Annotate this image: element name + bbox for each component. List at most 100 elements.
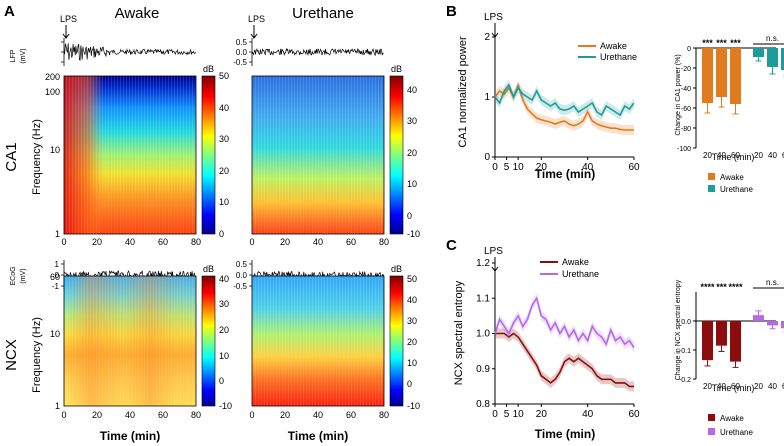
ncx-ureth-frame (251, 275, 385, 407)
significance-star: *** (702, 38, 713, 48)
bar-y-tick-label: -20 (681, 66, 691, 73)
x-tick-label: 10 (513, 162, 525, 173)
cbar-ca1-ureth-ticks: 40 30 20 10 0 -10 (407, 85, 420, 239)
cbar-ncx-awake-t0: 40 (219, 274, 229, 284)
series-line-urethane (494, 83, 635, 117)
ecog-awake-tick-2: -1 (52, 282, 60, 291)
series-line-awake (495, 332, 634, 388)
bar-x-tick-label: 40 (768, 151, 777, 160)
cbar-ncx-ureth-t6: -10 (407, 401, 420, 411)
row-ncx-label: NCX (3, 339, 20, 371)
bar-x-tick-label: 20 (754, 151, 763, 160)
ncx-awake-time-label: Time (min) (100, 429, 160, 443)
ecog-ureth-axis (249, 260, 253, 290)
ecog-ureth-trace (251, 270, 384, 280)
bar-awake-40 (716, 48, 727, 97)
ecog-label: ECoG (10, 266, 17, 285)
bar-urethane-40 (767, 321, 778, 326)
x-tick-label: 10 (513, 409, 525, 420)
cbar-ncx-awake-db: dB (203, 264, 214, 274)
bar-x-tick-label: 40 (717, 382, 726, 391)
cbar-ncx-awake-t3: 10 (219, 351, 229, 361)
bar-y-tick-label: -40 (681, 86, 691, 93)
bar-x-tick-label: 60 (782, 151, 784, 160)
bar-x-tick-label: 20 (754, 382, 763, 391)
bar-c-legend-awake-swatch (708, 414, 715, 421)
bar-y-tick-label: -0.1 (679, 348, 691, 355)
ns-label: n.s. (766, 278, 779, 287)
ca1-ureth-xtick-60: 60 (346, 237, 356, 247)
bar-awake-20 (702, 48, 713, 103)
bar-x-tick-label: 60 (782, 382, 784, 391)
bar-c-ylabel: Change in NCX spectral entropy (675, 279, 682, 380)
cbar-ncx-ureth-t5: 0 (407, 379, 412, 389)
cbar-ca1-awake-t0: 50 (219, 71, 229, 81)
ca1-awake-texture (64, 76, 196, 234)
cbar-ca1-awake-t3: 20 (219, 166, 229, 176)
series-line-awake (494, 82, 634, 131)
bar-y-tick-label: 0.0 (681, 319, 691, 326)
cbar-ca1-awake-t4: 10 (219, 197, 229, 207)
bar-x-tick-label: 20 (703, 382, 712, 391)
ca1-ureth-xtick-40: 40 (313, 237, 323, 247)
lfp-awake-trace (63, 43, 196, 61)
cbar-ca1-ureth-t2: 20 (407, 148, 417, 158)
ncx-ureth-xtick-60: 60 (346, 410, 356, 420)
ca1-freq-label: Frequency (Hz) (31, 119, 43, 195)
bar-urethane-40 (767, 48, 778, 67)
cbar-ncx-awake (201, 275, 216, 407)
series-band-awake (495, 328, 634, 392)
cbar-ca1-awake-t1: 40 (219, 103, 229, 113)
ncx-awake-xticks: 0 20 40 60 80 (61, 410, 201, 420)
chart-c-ylabel: NCX spectral entropy (453, 280, 465, 385)
ecog-ureth-tick-0: 0.5 (236, 260, 248, 269)
lps-label-c: LPS (484, 246, 503, 257)
panel-b-letter: B (446, 3, 457, 20)
cbar-ca1-ureth-t3: 10 (407, 179, 417, 189)
ca1-ureth-xticks: 0 20 40 60 80 (249, 237, 389, 247)
bar-x-tick-label: 40 (717, 151, 726, 160)
ncx-ureth-xtick-0: 0 (249, 410, 254, 420)
bar-x-tick-label: 60 (731, 382, 740, 391)
bar-y-tick-label: -100 (677, 146, 691, 153)
x-tick-label: 40 (582, 409, 594, 420)
legend-c-ureth-label: Urethane (562, 269, 599, 279)
bar-urethane-20 (753, 48, 764, 57)
cbar-ncx-ureth-db: dB (391, 264, 402, 274)
bar-y-tick-label: 0 (687, 46, 691, 53)
lps-label-a-awake: LPS (60, 14, 77, 24)
x-tick-label: 5 (504, 162, 510, 173)
bar-x-tick-label: 60 (731, 151, 740, 160)
bar-chart-b: 0 -20 -40 -60 -80 -100 *** 20 *** 40 *** 60 20 40 60 n.… (677, 34, 784, 160)
bar-y-tick-label: -0.2 (679, 377, 691, 384)
ca1-ureth-frame (251, 75, 385, 235)
cbar-ncx-awake-ticks: 40 30 20 10 0 -10 (219, 274, 232, 411)
bar-urethane-20 (753, 315, 764, 321)
bar-y-tick-label: -60 (681, 106, 691, 113)
legend-c-awake-label: Awake (562, 257, 589, 267)
bar-c-legend-awake-label: Awake (720, 414, 744, 423)
ncx-ytick-1: 1 (55, 401, 60, 411)
ca1-awake-xtick-40: 40 (125, 237, 135, 247)
ncx-ytick-60: 60 (50, 272, 60, 282)
x-tick-label: 40 (582, 162, 594, 173)
cbar-ncx-ureth-t2: 30 (407, 316, 417, 326)
cbar-ca1-ureth-t4: 0 (407, 211, 412, 221)
ecog-unit: (mV) (20, 268, 27, 283)
bar-b-ylabel: Change in CA1 power (%) (675, 54, 682, 135)
ca1-awake-xtick-20: 20 (92, 237, 102, 247)
y-tick-label: 0.8 (476, 399, 490, 410)
cbar-ca1-ureth-db: dB (391, 64, 402, 74)
y-tick-label: 2 (484, 32, 490, 43)
ncx-ureth-xticks: 0 20 40 60 80 (249, 410, 389, 420)
ecog-ureth-tick-2: -0.5 (233, 282, 247, 291)
cbar-ncx-ureth-t1: 40 (407, 295, 417, 305)
ecog-ureth-tick-1: 0.0 (236, 271, 248, 280)
ecog-awake-axis (61, 260, 65, 290)
ncx-awake-xtick-20: 20 (92, 410, 102, 420)
ncx-awake-xtick-0: 0 (61, 410, 66, 420)
bar-c-legend-ureth-label: Urethane (720, 428, 753, 437)
cbar-ncx-ureth-t0: 50 (407, 274, 417, 284)
y-tick-label: 0 (484, 152, 490, 163)
